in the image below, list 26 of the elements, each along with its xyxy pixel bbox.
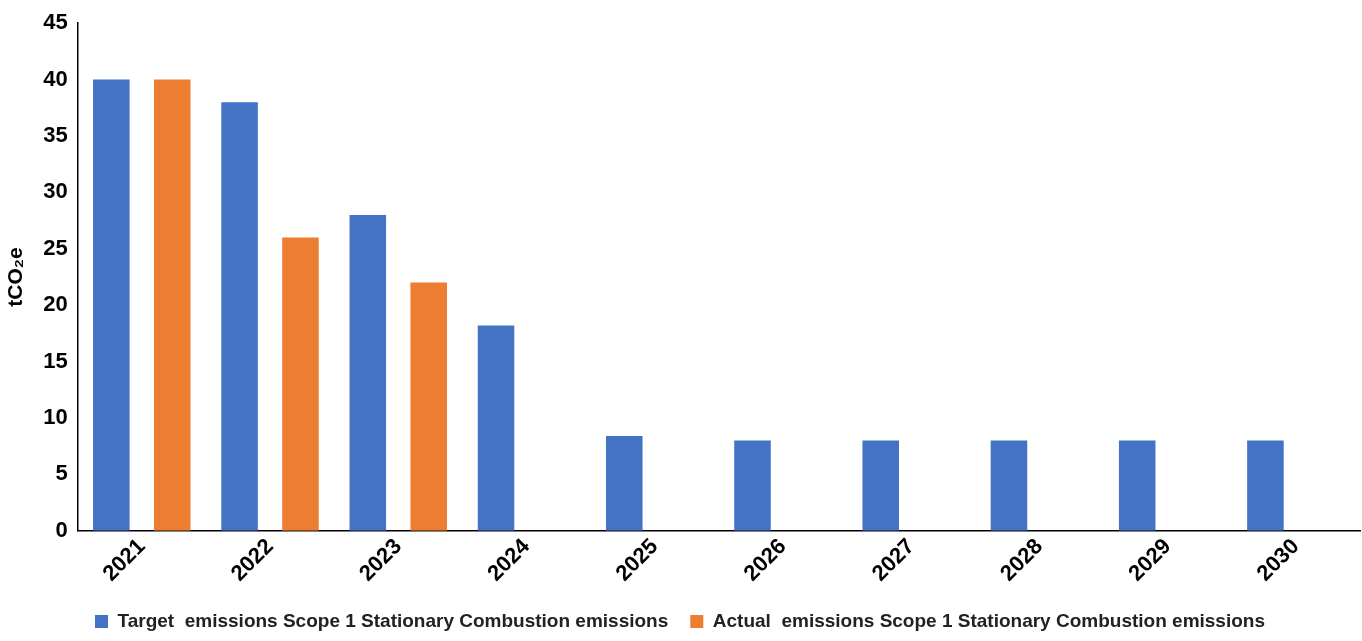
y-tick-label: 30 <box>43 178 68 204</box>
bar <box>605 435 643 531</box>
y-tick-label: 15 <box>43 347 68 373</box>
bar <box>1247 440 1284 531</box>
bar <box>477 325 515 531</box>
bar <box>153 79 191 531</box>
y-tick-label: 10 <box>43 404 68 429</box>
bar <box>221 102 258 531</box>
y-tick-label: 20 <box>43 291 68 317</box>
bar <box>93 79 130 531</box>
y-tick-label: 45 <box>43 9 68 35</box>
legend-label: Target emissions Scope 1 Stationary Combustion emissions <box>117 609 669 631</box>
y-tick-label: 35 <box>43 122 68 148</box>
bar <box>1118 440 1156 531</box>
legend-label: Actual emissions Scope 1 Stationary Combustion emissions <box>712 609 1265 631</box>
y-tick-label: 40 <box>43 65 68 91</box>
bar <box>862 440 899 531</box>
y-tick-label: 5 <box>55 460 68 486</box>
bar <box>282 237 319 531</box>
y-tick-label: 0 <box>55 516 68 542</box>
bar <box>349 214 387 531</box>
y-axis-title: tCO₂e <box>3 247 27 307</box>
bar <box>990 440 1028 531</box>
y-tick-label: 25 <box>43 234 68 260</box>
bar <box>410 282 447 531</box>
bar <box>734 440 771 531</box>
